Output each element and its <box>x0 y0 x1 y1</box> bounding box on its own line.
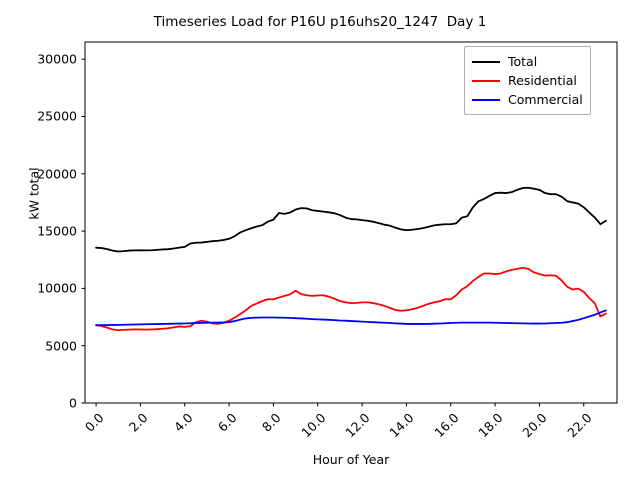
chart-title: Timeseries Load for P16U p16uhs20_1247 D… <box>153 14 487 30</box>
x-axis-label: Hour of Year <box>312 452 390 467</box>
y-tick-label: 25000 <box>37 108 77 124</box>
y-tick-label: 15000 <box>37 223 77 239</box>
legend-swatch-icon <box>472 79 500 82</box>
series-line-residential <box>95 266 607 332</box>
legend-item-commercial[interactable]: Commercial <box>472 90 583 109</box>
y-tick-label: 20000 <box>37 166 77 182</box>
series-line-total <box>95 186 607 253</box>
legend-item-residential[interactable]: Residential <box>472 71 583 90</box>
legend-label: Total <box>508 54 538 69</box>
legend-label: Commercial <box>508 92 583 107</box>
y-tick-label: 0 <box>69 395 77 411</box>
data-series-group <box>95 186 607 332</box>
series-line-commercial <box>95 309 607 327</box>
y-tick-label: 30000 <box>37 51 77 67</box>
legend-item-total[interactable]: Total <box>472 52 583 71</box>
legend-label: Residential <box>508 73 577 88</box>
y-axis-ticks <box>81 58 85 404</box>
y-axis-label: kW total <box>26 167 42 220</box>
chart-legend: Total Residential Commercial <box>464 46 591 115</box>
x-axis-ticks <box>95 403 585 407</box>
legend-swatch-icon <box>472 60 500 63</box>
legend-swatch-icon <box>472 98 500 101</box>
y-tick-label: 10000 <box>37 280 77 296</box>
y-tick-label: 5000 <box>45 338 77 354</box>
